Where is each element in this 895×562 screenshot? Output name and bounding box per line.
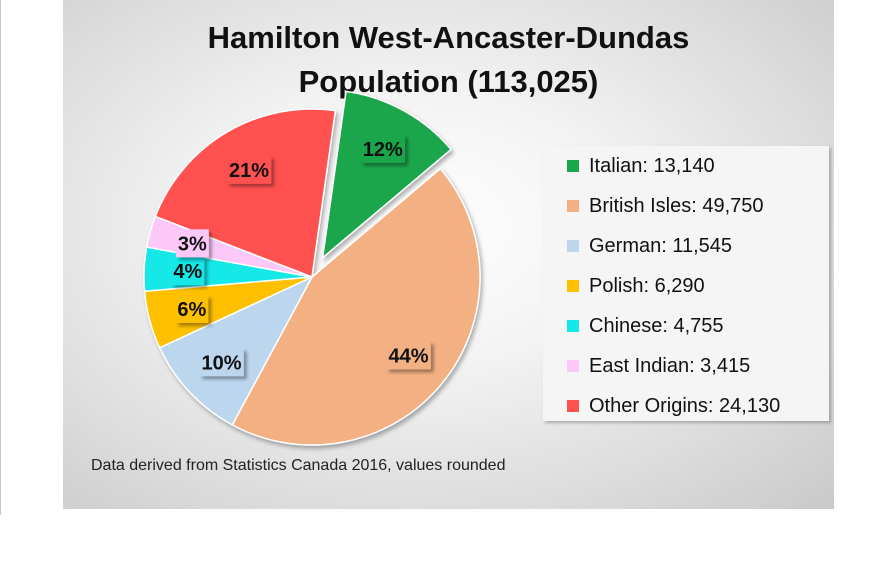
data-label-text: 10% [202, 352, 242, 374]
legend-item-polish: Polish: 6,290 [567, 266, 705, 306]
source-note: Data derived from Statistics Canada 2016… [91, 457, 506, 474]
data-label-british-isles: 44% [386, 341, 431, 370]
slice-other-origins [154, 108, 337, 279]
legend-item-british-isles: British Isles: 49,750 [567, 186, 764, 226]
data-label-east-indian: 3% [175, 229, 209, 258]
data-label-box [386, 341, 431, 370]
data-label-box [175, 294, 209, 323]
data-label-german: 10% [199, 348, 244, 377]
data-label-box [199, 348, 244, 377]
legend-swatch [567, 320, 579, 332]
slice-italian [321, 90, 453, 260]
chart-title-line1: Hamilton West-Ancaster-Dundas [207, 20, 690, 55]
data-label-box [171, 257, 205, 286]
slice-british-isles [231, 167, 481, 446]
legend-swatch [567, 360, 579, 372]
left-border-line [0, 0, 1, 515]
data-label-text: 3% [178, 233, 207, 255]
data-label-text: 12% [363, 139, 403, 161]
legend-item-other-origins: Other Origins: 24,130 [567, 386, 780, 426]
legend-swatch [567, 200, 579, 212]
legend-swatch [567, 400, 579, 412]
chart-title: Hamilton West-Ancaster-Dundas Population… [63, 16, 834, 104]
data-label-other-origins: 21% [226, 155, 272, 184]
legend-item-italian: Italian: 13,140 [567, 146, 715, 186]
data-label-chinese: 4% [171, 257, 205, 286]
legend: Italian: 13,140 British Isles: 49,750 Germ… [543, 146, 829, 421]
legend-item-east-indian: East Indian: 3,415 [567, 346, 750, 386]
legend-label: British Isles: 49,750 [589, 194, 764, 217]
data-label-italian: 12% [360, 134, 406, 163]
legend-label: Other Origins: 24,130 [589, 394, 781, 417]
legend-swatch [567, 280, 579, 292]
data-label-box [175, 229, 209, 258]
data-label-text: 4% [173, 261, 202, 283]
data-label-text: 44% [388, 345, 428, 367]
data-label-polish: 6% [175, 294, 209, 323]
legend-swatch [567, 240, 579, 252]
data-label-box [360, 134, 406, 163]
legend-item-german: German: 11,545 [567, 226, 732, 266]
legend-swatch [567, 160, 579, 172]
data-label-box [226, 155, 272, 184]
data-label-text: 21% [229, 160, 269, 182]
legend-label: Chinese: 4,755 [589, 314, 724, 337]
legend-label: Polish: 6,290 [589, 274, 705, 297]
legend-label: German: 11,545 [589, 234, 733, 257]
legend-item-chinese: Chinese: 4,755 [567, 306, 724, 346]
legend-label: Italian: 13,140 [589, 154, 715, 177]
data-label-text: 6% [177, 299, 206, 321]
legend-label: East Indian: 3,415 [589, 354, 751, 377]
